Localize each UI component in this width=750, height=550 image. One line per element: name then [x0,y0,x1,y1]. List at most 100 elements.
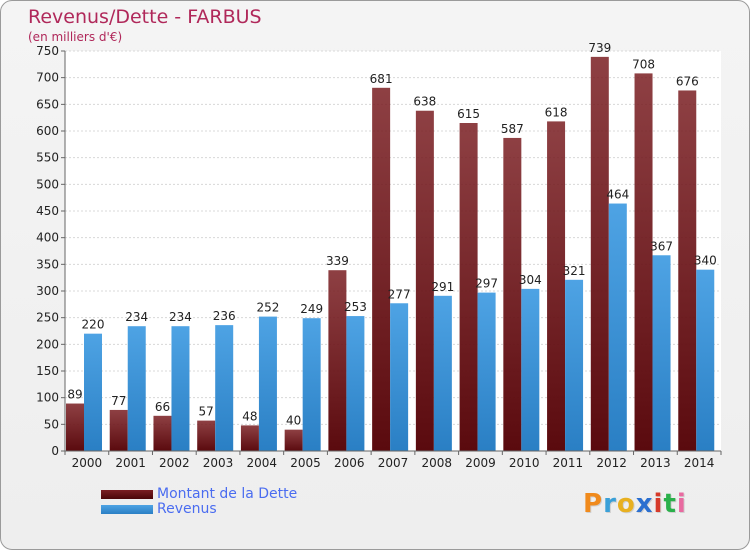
data-label-revenus: 297 [475,277,498,291]
data-label-revenus: 234 [125,310,148,324]
y-tick-label: 300 [36,284,59,298]
bar-revenus [433,295,452,451]
bar-dette [328,270,347,451]
data-label-revenus: 367 [650,239,673,253]
data-label-dette: 739 [588,41,611,55]
x-tick-label: 2006 [334,456,365,470]
bar-revenus [171,326,190,451]
x-tick-label: 2002 [159,456,190,470]
data-label-dette: 676 [676,74,699,88]
logo-letter: o [616,489,636,519]
bar-revenus [477,292,496,451]
data-label-dette: 89 [67,388,82,402]
data-label-dette: 77 [111,394,126,408]
data-label-revenus: 291 [431,280,454,294]
data-label-dette: 708 [632,57,655,71]
x-tick-label: 2007 [378,456,409,470]
y-tick-label: 500 [36,177,59,191]
bar-revenus [390,303,409,451]
legend-label-dette: Montant de la Dette [157,486,298,502]
y-tick-label: 650 [36,97,59,111]
y-tick-label: 750 [36,44,59,58]
bar-dette [547,121,566,452]
legend-label-revenus: Revenus [157,501,217,517]
bar-dette [66,403,84,451]
y-tick-label: 550 [36,151,59,165]
x-tick-label: 2012 [596,456,627,470]
x-tick-label: 2014 [684,456,715,470]
y-tick-label: 600 [36,124,59,138]
data-label-dette: 339 [326,254,349,268]
y-tick-label: 700 [36,71,59,85]
data-label-revenus: 252 [256,301,279,315]
data-label-revenus: 253 [344,300,367,314]
bar-revenus [302,318,321,451]
y-tick-label: 200 [36,337,59,351]
bar-revenus [652,255,671,451]
bar-dette [634,73,653,452]
bar-dette [415,110,434,451]
bar-dette [503,137,522,451]
legend-swatch-revenus [101,505,153,514]
bar-dette [240,425,259,451]
x-tick-label: 2011 [553,456,584,470]
data-label-dette: 587 [501,122,524,136]
y-tick-label: 250 [36,311,59,325]
bar-revenus [608,203,627,451]
bar-dette [372,87,391,452]
legend-swatch-dette [101,490,153,499]
logo-letter: i [676,489,687,519]
data-label-revenus: 220 [82,318,105,332]
bar-dette [197,420,216,451]
x-tick-label: 2013 [640,456,671,470]
data-label-dette: 618 [545,105,568,119]
data-label-dette: 66 [155,400,170,414]
bar-dette [590,56,609,451]
data-label-revenus: 234 [169,310,192,324]
bar-dette [153,415,172,451]
logo-letter: x [635,489,654,519]
x-tick-label: 2003 [203,456,234,470]
chart-title: Revenus/Dette - FARBUS [28,6,262,28]
x-tick-label: 2004 [247,456,278,470]
data-label-revenus: 464 [606,188,629,202]
data-label-revenus: 277 [388,287,411,301]
y-tick-label: 450 [36,204,59,218]
bar-revenus [84,333,102,451]
bar-dette [678,90,697,451]
bar-revenus [565,279,584,451]
bar-revenus [521,288,540,451]
x-tick-label: 2000 [72,456,103,470]
data-label-dette: 57 [199,405,214,419]
logo-letter: P [583,489,604,519]
x-tick-label: 2005 [290,456,321,470]
bar-revenus [215,325,234,451]
y-tick-label: 400 [36,231,59,245]
y-tick-label: 50 [44,417,59,431]
chart-subtitle: (en milliers d'€) [28,30,123,44]
data-label-dette: 48 [242,409,257,423]
bar-revenus [346,316,365,451]
bar-dette [284,429,303,451]
logo-letter: i [653,489,664,519]
x-tick-label: 2008 [421,456,452,470]
data-label-revenus: 304 [519,273,542,287]
proxiti-logo: Proxiti [583,489,687,519]
y-tick-label: 100 [36,391,59,405]
bar-revenus [127,326,146,451]
data-label-revenus: 249 [300,302,323,316]
logo-letter: t [663,489,677,519]
bar-dette [459,123,478,451]
data-label-dette: 681 [370,72,393,86]
data-label-dette: 40 [286,414,301,428]
x-tick-label: 2009 [465,456,496,470]
x-tick-label: 2010 [509,456,540,470]
y-tick-label: 0 [51,444,59,458]
data-label-dette: 638 [413,95,436,109]
x-tick-label: 2001 [115,456,146,470]
data-label-revenus: 340 [694,254,717,268]
data-label-revenus: 236 [213,309,236,323]
y-tick-label: 350 [36,257,59,271]
